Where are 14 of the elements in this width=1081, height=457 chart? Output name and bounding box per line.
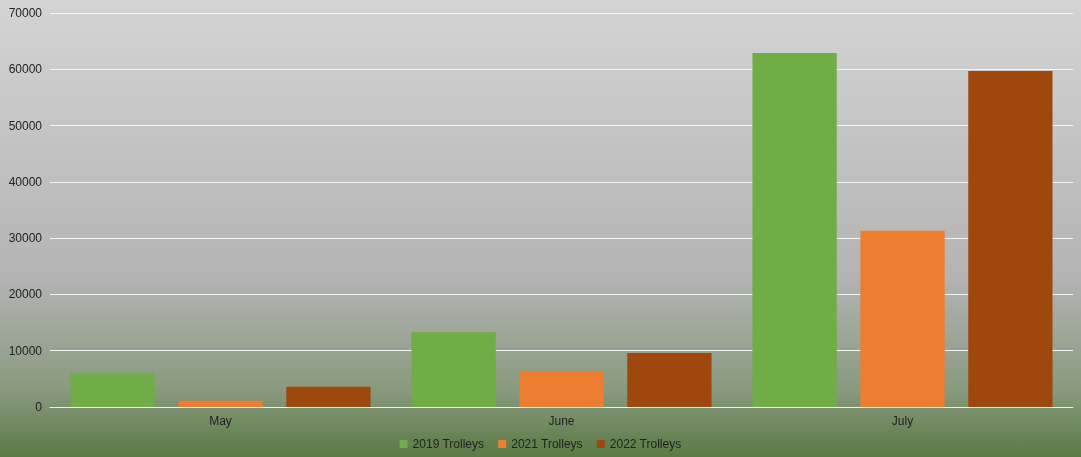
- y-tick-label: 0: [35, 400, 43, 414]
- legend-label: 2022 Trolleys: [609, 437, 682, 451]
- x-tick-label: July: [891, 414, 914, 428]
- x-tick-label: May: [209, 414, 232, 428]
- y-tick-label: 20000: [8, 287, 43, 302]
- legend-label: 2019 Trolleys: [412, 437, 484, 451]
- x-tick-label: June: [548, 414, 575, 428]
- y-tick-label: 10000: [8, 343, 43, 358]
- y-tick-label: 50000: [8, 118, 43, 133]
- y-tick-label: 70000: [8, 6, 43, 20]
- y-tick-label: 40000: [8, 174, 43, 189]
- legend-label: 2021 Trolleys: [511, 437, 583, 451]
- y-tick-label: 30000: [8, 231, 43, 246]
- y-tick-label: 60000: [8, 62, 43, 77]
